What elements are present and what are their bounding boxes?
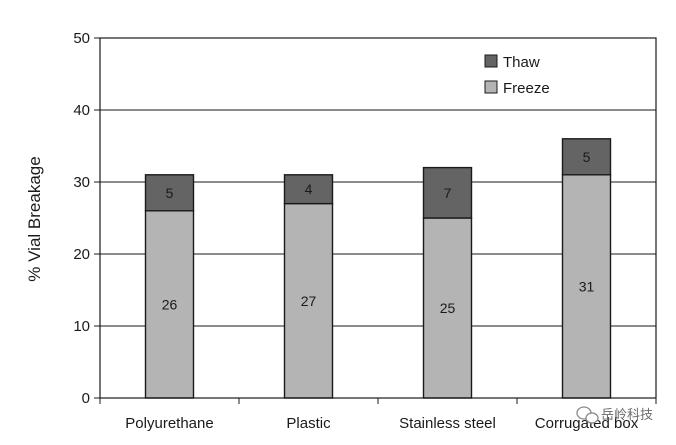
bar-segment-thaw <box>283 174 334 205</box>
y-tick-label: 30 <box>73 174 90 191</box>
y-tick-label: 20 <box>73 246 90 263</box>
bars: 26 5 27 4 25 7 31 5 <box>144 138 612 399</box>
legend: Thaw Freeze <box>484 54 550 97</box>
legend-label-thaw: Thaw <box>503 54 540 71</box>
legend-swatch-freeze <box>484 80 498 94</box>
x-tick-label: Stainless steel <box>399 415 496 432</box>
x-tick-label: Plastic <box>286 415 331 432</box>
data-label-freeze: 27 <box>301 293 317 309</box>
watermark: 岳岭科技 <box>576 406 653 424</box>
y-tick-label: 10 <box>73 318 90 335</box>
x-tick-label: Corrugated box <box>535 415 639 432</box>
bar-segment-thaw <box>561 138 612 176</box>
data-label-thaw: 5 <box>583 149 591 165</box>
data-label-thaw: 4 <box>305 181 313 197</box>
y-tick-label: 0 <box>82 390 90 407</box>
x-axis-labels: Polyurethane Plastic Stainless steel Corrug… <box>99 398 657 432</box>
legend-label-freeze: Freeze <box>503 80 550 97</box>
data-label-freeze: 31 <box>579 278 595 294</box>
watermark-text: 岳岭科技 <box>601 408 653 423</box>
y-tick-label: 50 <box>73 30 90 47</box>
data-label-thaw: 5 <box>166 185 174 201</box>
chat-bubbles-icon <box>576 406 599 424</box>
bar-segment-freeze <box>422 217 473 399</box>
x-tick-label: Polyurethane <box>125 415 213 432</box>
y-axis-ticks: 0 10 20 30 40 50 <box>73 30 100 407</box>
y-axis-title: % Vial Breakage <box>25 156 44 281</box>
bar-segment-thaw <box>422 166 473 219</box>
bar-segment-freeze <box>144 210 195 399</box>
data-label-thaw: 7 <box>444 185 452 201</box>
data-label-freeze: 26 <box>162 296 178 312</box>
data-label-freeze: 25 <box>440 300 456 316</box>
y-tick-label: 40 <box>73 102 90 119</box>
legend-swatch-thaw <box>484 54 498 68</box>
bar-segment-freeze <box>283 202 334 399</box>
bar-segment-thaw <box>144 174 195 212</box>
